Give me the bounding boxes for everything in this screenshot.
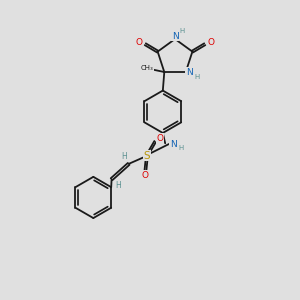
Text: O: O (156, 134, 164, 143)
Text: N: N (170, 140, 177, 149)
Text: H: H (121, 152, 127, 161)
Text: H: H (115, 181, 121, 190)
Text: H: H (194, 74, 200, 80)
Text: O: O (141, 171, 148, 180)
Text: O: O (135, 38, 142, 47)
Text: O: O (208, 38, 215, 47)
Text: N: N (172, 32, 178, 40)
Text: H: H (179, 145, 184, 151)
Text: CH₃: CH₃ (140, 65, 153, 71)
Text: S: S (144, 151, 150, 160)
Text: H: H (180, 28, 185, 34)
Text: N: N (186, 68, 193, 76)
